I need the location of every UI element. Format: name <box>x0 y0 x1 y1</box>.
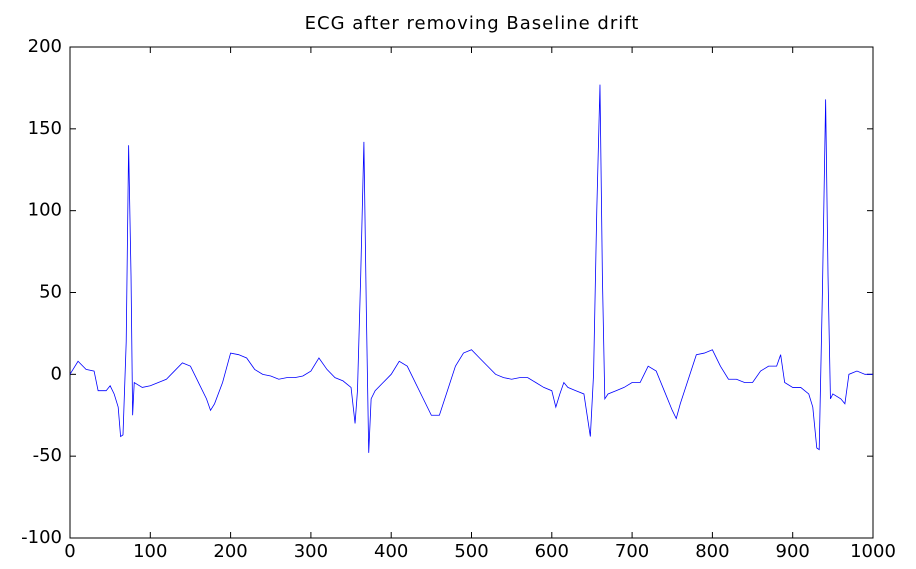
x-tick-label: 800 <box>695 541 729 562</box>
y-tick-label: 150 <box>28 118 62 139</box>
y-tick-label: 0 <box>51 363 62 384</box>
y-tick-label: -50 <box>33 445 62 466</box>
y-tick-label: 50 <box>39 282 62 303</box>
y-tick-label: -100 <box>21 527 62 548</box>
x-tick-label: 600 <box>535 541 569 562</box>
x-tick-label: 700 <box>615 541 649 562</box>
x-tick-label: 500 <box>454 541 488 562</box>
x-tick-label: 900 <box>776 541 810 562</box>
x-tick-label: 1000 <box>850 541 896 562</box>
chart-title: ECG after removing Baseline drift <box>305 13 640 34</box>
y-tick-label: 100 <box>28 200 62 221</box>
plot-frame <box>69 46 874 539</box>
x-tick-label: 300 <box>294 541 328 562</box>
x-tick-label: 100 <box>133 541 167 562</box>
x-tick-label: 200 <box>213 541 247 562</box>
x-tick-label: 0 <box>64 541 75 562</box>
y-tick-label: 200 <box>28 36 62 57</box>
ecg-line <box>69 84 873 453</box>
x-tick-label: 400 <box>374 541 408 562</box>
